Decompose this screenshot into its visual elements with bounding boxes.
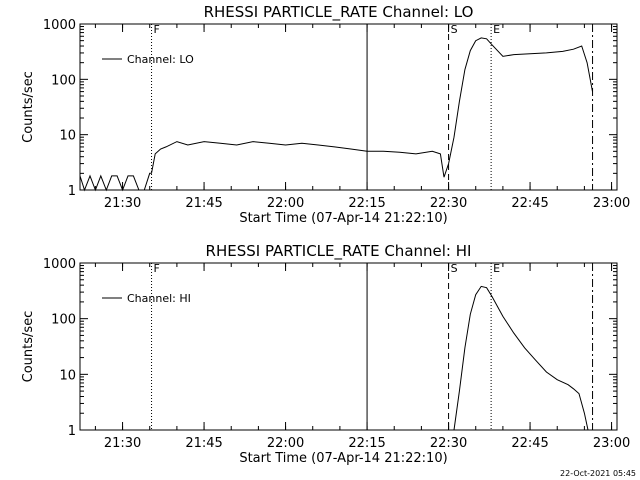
chart-title: RHESSI PARTICLE_RATE Channel: LO xyxy=(204,3,474,22)
y-tick-label: 1000 xyxy=(43,18,76,33)
y-axis-label: Counts/sec xyxy=(21,71,36,143)
x-tick-label: 23:00 xyxy=(593,436,630,451)
y-tick-label: 1 xyxy=(68,184,76,199)
x-tick-label: 21:45 xyxy=(185,196,222,211)
chart-panel-0: RHESSI PARTICLE_RATE Channel: LO 21:30 21:… xyxy=(21,3,630,226)
x-tick-label: 22:30 xyxy=(430,436,467,451)
x-tick-label: 22:15 xyxy=(348,436,385,451)
x-tick-label: 22:00 xyxy=(267,196,304,211)
y-axis-label: Counts/sec xyxy=(21,311,36,383)
y-tick-label: 1000 xyxy=(43,257,76,272)
x-tick-label: 21:30 xyxy=(104,196,141,211)
y-tick-label: 10 xyxy=(59,368,76,383)
y-tick-label: 100 xyxy=(51,73,76,88)
legend-label: Channel: LO xyxy=(127,53,194,66)
series-line xyxy=(79,37,593,192)
series-line xyxy=(453,285,589,431)
x-tick-label: 21:45 xyxy=(185,436,222,451)
x-tick-label: 22:00 xyxy=(267,436,304,451)
y-tick-label: 10 xyxy=(59,129,76,144)
x-axis-label: Start Time (07-Apr-14 21:22:10) xyxy=(239,451,447,466)
y-tick-label: 100 xyxy=(51,313,76,328)
marker-label: S xyxy=(451,23,458,36)
x-tick-label: 22:30 xyxy=(430,196,467,211)
marker-label: F xyxy=(154,23,160,36)
x-tick-label: 23:00 xyxy=(593,196,630,211)
marker-label: F xyxy=(154,262,160,275)
x-tick-label: 22:15 xyxy=(348,196,385,211)
marker-label: S xyxy=(451,262,458,275)
chart-title: RHESSI PARTICLE_RATE Channel: HI xyxy=(206,242,472,261)
x-tick-label: 22:45 xyxy=(511,436,548,451)
plot-frame xyxy=(79,23,618,191)
marker-label: E xyxy=(493,23,500,36)
x-axis-label: Start Time (07-Apr-14 21:22:10) xyxy=(239,211,447,226)
chart-panel-1: RHESSI PARTICLE_RATE Channel: HI 21:30 21:… xyxy=(21,242,630,466)
generation-timestamp: 22-Oct-2021 05:45 xyxy=(560,469,636,478)
x-tick-label: 21:30 xyxy=(104,436,141,451)
plot-frame xyxy=(79,262,618,431)
y-tick-label: 1 xyxy=(68,424,76,439)
legend-label: Channel: HI xyxy=(127,292,191,305)
x-tick-label: 22:45 xyxy=(511,196,548,211)
marker-label: E xyxy=(493,262,500,275)
